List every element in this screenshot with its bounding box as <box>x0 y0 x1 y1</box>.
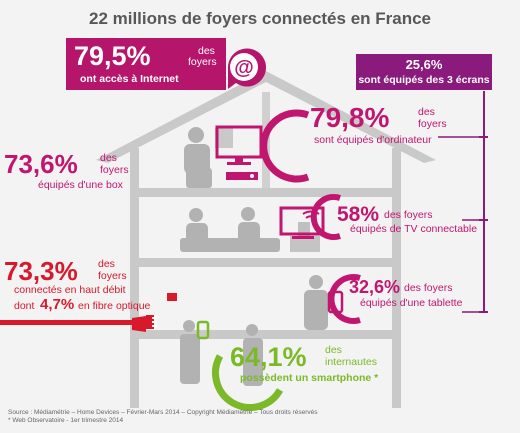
three-screens-pct: 25,6% <box>405 57 443 72</box>
smartphone-pct: 64,1% <box>230 342 307 372</box>
three-screens-bracket <box>438 91 488 313</box>
smartphone-icon <box>196 320 210 340</box>
source-note: Source : Médiamétrie – Home Devices – Fé… <box>8 409 508 425</box>
computer-icon <box>215 125 263 180</box>
computer-pct: 79,8% <box>310 102 390 133</box>
computer-des: des <box>418 106 435 118</box>
svg-text:@: @ <box>234 57 254 79</box>
broadband-des: des <box>98 258 115 270</box>
three-screens-text: sont équipés des 3 écrans <box>358 74 490 86</box>
internet-foyers: foyers <box>188 56 217 68</box>
fiber-pct: 4,7% <box>40 296 75 313</box>
broadband-pct: 73,3% <box>4 256 78 286</box>
internet-text: ont accès à Internet <box>80 73 179 85</box>
tablet-des-foyers: des foyers <box>404 282 453 294</box>
source-line: Source : Médiamétrie – Home Devices – Fé… <box>8 409 318 416</box>
tablet-text: équipés d'une tablette <box>360 297 463 309</box>
box-pct: 73,6% <box>4 149 78 179</box>
computer-foyers: foyers <box>418 118 447 130</box>
three-screens-stat: 25,6% sont équipés des 3 écrans <box>356 54 492 90</box>
computer-text: sont équipés d'ordinateur <box>314 134 432 146</box>
at-icon: @ <box>228 48 266 89</box>
cable-icon <box>0 293 177 332</box>
box-text: équipés d'une box <box>38 179 123 191</box>
broadband-text: connectés en haut débit <box>14 284 126 296</box>
box-des: des <box>100 152 117 164</box>
box-foyers: foyers <box>100 164 129 176</box>
tablet-pct: 32,6% <box>349 277 401 297</box>
fiber-text: en fibre optique <box>78 300 151 312</box>
tablet-icon <box>327 290 344 314</box>
tv-pct: 58% <box>337 203 380 226</box>
internet-stat: 79,5% des foyers ont accès à Internet <box>66 38 226 90</box>
page-title: 22 millions de foyers connectés en Franc… <box>88 9 432 28</box>
footnote-line: * Web Observatoire - 1er trimestre 2014 <box>8 417 124 425</box>
tv-icon <box>279 206 325 239</box>
broadband-foyers: foyers <box>98 270 127 282</box>
smartphone-internautes: internautes <box>325 356 377 368</box>
internet-des: des <box>198 45 215 57</box>
smartphone-des: des <box>325 344 342 356</box>
smartphone-text: possèdent un smartphone * <box>240 372 379 384</box>
internet-pct: 79,5% <box>74 41 151 71</box>
tv-text: équipés de TV connectable <box>350 223 478 235</box>
tv-des-foyers: des foyers <box>384 209 433 221</box>
fiber-prefix: dont <box>14 300 35 312</box>
